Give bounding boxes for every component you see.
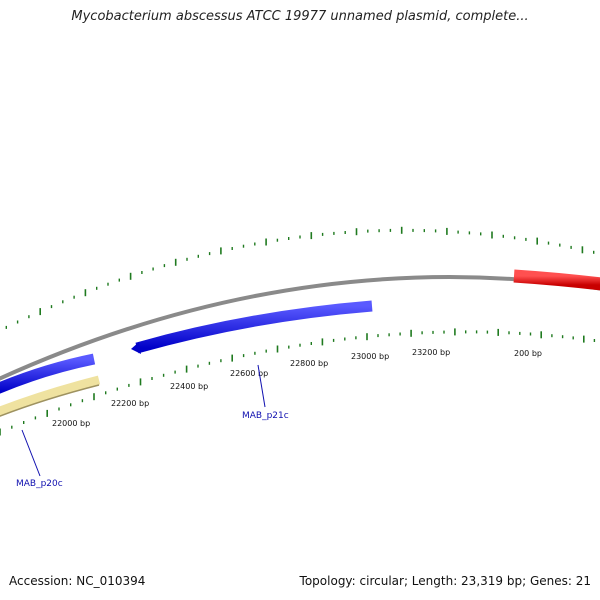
gene-arrow-mab-p20c-edge	[0, 384, 100, 417]
tick-label-22200: 22200 bp	[111, 399, 149, 408]
tick-label-22000: 22000 bp	[52, 419, 90, 428]
tick-label-23000: 23000 bp	[351, 352, 389, 361]
leader-line-mab-p20c	[21, 429, 41, 477]
outer-scale-ticks	[5, 226, 595, 329]
inner-scale-ticks	[0, 328, 596, 436]
gene-arrow-head	[131, 342, 141, 354]
tick-label-22600: 22600 bp	[230, 369, 268, 378]
tick-label-23200: 23200 bp	[412, 348, 450, 357]
tick-label-22400: 22400 bp	[170, 382, 208, 391]
tick-label-22800: 22800 bp	[290, 359, 328, 368]
gene-arrow-left-blue[interactable]	[0, 353, 96, 394]
page-title: Mycobacterium abscessus ATCC 19977 unnam…	[71, 9, 529, 24]
gene-label-mab-p21c[interactable]: MAB_p21c	[242, 411, 289, 421]
accession-text: Accession: NC_010394	[9, 574, 146, 588]
tick-label-200: 200 bp	[514, 349, 542, 358]
leader-line-mab-p21c	[257, 364, 266, 408]
gene-arrow-right-red[interactable]	[513, 269, 600, 291]
gene-arrow-mab-p21c[interactable]	[135, 300, 373, 354]
topology-summary: Topology: circular; Length: 23,319 bp; G…	[299, 574, 591, 588]
gene-label-mab-p20c[interactable]: MAB_p20c	[16, 479, 63, 489]
gene-arrow-mab-p20c[interactable]	[0, 375, 101, 416]
